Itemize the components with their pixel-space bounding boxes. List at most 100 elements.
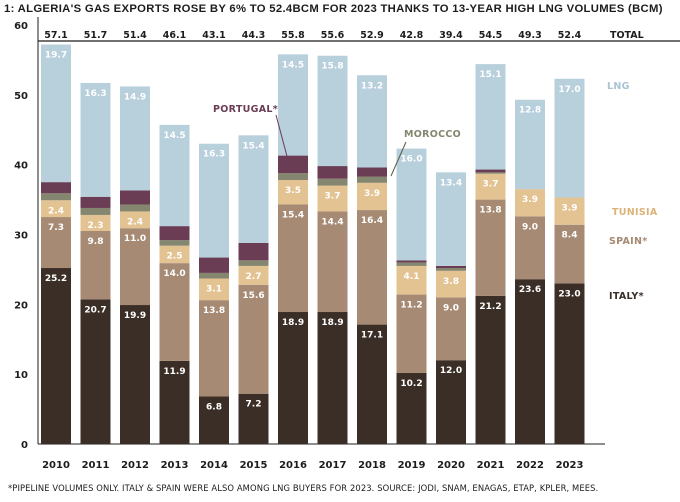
data-label: 9.0 (522, 222, 538, 232)
bar-segment-portugal (357, 167, 387, 177)
bar-segment-italy (515, 279, 545, 444)
bar-segment-tunisia (199, 278, 229, 301)
legend-spain: SPAIN* (609, 236, 648, 247)
total-value: 52.4 (558, 30, 582, 41)
bar-segment-morocco (396, 262, 427, 266)
bar-segment-spain (120, 228, 150, 306)
bar-segment-morocco (199, 272, 229, 279)
data-label: 13.2 (361, 81, 383, 91)
data-label: 4.1 (404, 272, 420, 282)
data-label: 3.8 (443, 277, 459, 287)
bar-segment-portugal (120, 190, 150, 205)
data-label: 12.8 (519, 106, 541, 116)
data-label: 17.0 (558, 85, 580, 95)
data-label: 14.4 (321, 217, 343, 227)
total-value: 39.4 (439, 30, 463, 41)
data-label: 6.8 (206, 403, 222, 413)
totals-label: TOTAL (610, 30, 644, 41)
x-tick-label: 2022 (516, 460, 544, 471)
data-label: 19.7 (45, 51, 67, 61)
data-label: 20.7 (84, 305, 106, 315)
x-tick-label: 2010 (42, 460, 70, 471)
bar-segment-portugal (159, 226, 190, 241)
data-label: 25.2 (45, 274, 67, 284)
bar-segment-lng (554, 78, 585, 198)
data-label: 15.4 (242, 141, 264, 151)
y-tick-label: 10 (14, 370, 28, 381)
data-label: 16.4 (361, 216, 383, 226)
bar-segment-italy (80, 299, 111, 444)
y-tick-label: 0 (21, 440, 28, 451)
bar-segment-portugal (436, 265, 466, 269)
total-value: 51.4 (123, 30, 147, 41)
morocco-leader-line (390, 141, 407, 177)
x-tick-label: 2013 (161, 460, 189, 471)
chart-title: 1: ALGERIA'S GAS EXPORTS ROSE BY 6% TO 5… (4, 3, 663, 15)
data-label: 2.3 (88, 221, 104, 231)
data-label: 13.8 (479, 206, 501, 216)
total-value: 55.6 (321, 30, 345, 41)
data-label: 23.0 (558, 289, 580, 299)
data-label: 21.2 (479, 302, 501, 312)
total-value: 42.8 (400, 30, 424, 41)
legend-italy: ITALY* (609, 291, 644, 302)
bar-segment-italy (199, 396, 229, 444)
bar-segment-morocco (436, 268, 466, 271)
bar-segment-tunisia (436, 270, 466, 298)
data-label: 16.0 (400, 155, 422, 165)
total-value: 44.3 (242, 30, 265, 41)
bar-segment-portugal (199, 257, 229, 273)
bar-segment-lng (475, 64, 506, 170)
x-tick-label: 2017 (319, 460, 347, 471)
legend-lng: LNG (607, 81, 630, 92)
bar-segment-tunisia (159, 245, 190, 264)
data-label: 3.7 (483, 180, 499, 190)
y-tick-label: 20 (14, 300, 28, 311)
x-tick-label: 2011 (82, 460, 110, 471)
bar-segment-tunisia (317, 185, 348, 212)
bar-segment-italy (436, 360, 466, 444)
bar-segment-spain (238, 284, 269, 394)
data-label: 15.6 (242, 291, 264, 301)
data-label: 3.9 (364, 189, 380, 199)
bar-segment-spain (159, 263, 190, 361)
data-label: 11.9 (163, 367, 185, 377)
data-label: 15.4 (282, 210, 304, 220)
data-label: 14.5 (282, 60, 304, 70)
x-tick-label: 2019 (398, 460, 426, 471)
data-label: 3.1 (206, 284, 222, 294)
bar-segment-spain (41, 217, 71, 269)
bar-segment-lng (357, 75, 387, 168)
bar-segment-tunisia (238, 265, 269, 285)
data-label: 8.4 (562, 231, 578, 241)
legend-portugal: PORTUGAL* (213, 104, 278, 115)
data-label: 13.4 (440, 178, 462, 188)
x-axis: 2010 2011 2012 2013 2014 2015 2016 2017 2018 2019… (42, 460, 583, 471)
bar-segment-spain (80, 231, 111, 300)
bar-segment-morocco (238, 260, 269, 266)
data-label: 3.9 (522, 195, 538, 205)
bar-segment-spain (317, 211, 348, 313)
bar-segment-spain (475, 199, 506, 296)
bar-segment-tunisia (80, 214, 111, 232)
bar-segment-portugal (475, 169, 506, 173)
total-value: 54.5 (479, 30, 502, 41)
y-tick-label: 50 (14, 91, 28, 102)
bar-segment-lng (317, 55, 348, 167)
data-label: 14.5 (163, 131, 185, 141)
data-label: 2.4 (48, 206, 64, 216)
bar-segment-morocco (159, 240, 190, 246)
total-value: 49.3 (518, 30, 541, 41)
bar-segment-italy (554, 283, 585, 444)
portugal-leader-line (275, 114, 289, 161)
data-label: 18.9 (321, 318, 343, 328)
bar-segment-spain (436, 297, 466, 361)
bar-segment-spain (357, 210, 387, 325)
bar-segment-morocco (317, 178, 348, 186)
bar-segment-tunisia (515, 189, 545, 217)
total-value: 52.9 (360, 30, 383, 41)
bar-segment-tunisia (120, 211, 150, 229)
data-label: 14.9 (124, 92, 146, 102)
y-tick-label: 60 (14, 21, 28, 32)
total-value: 55.8 (281, 30, 305, 41)
